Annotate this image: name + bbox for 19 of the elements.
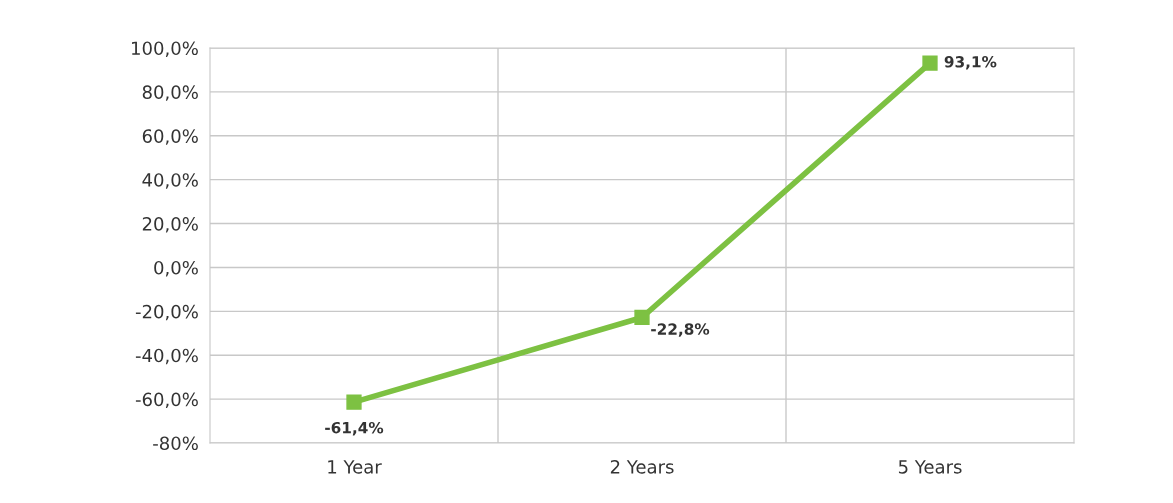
x-tick-label: 5 Years (898, 460, 962, 474)
point (346, 394, 362, 410)
y-tick-label: 0,0% (154, 260, 198, 277)
y-tick-label: -40,0% (135, 348, 198, 365)
data-label: 93,1% (944, 56, 997, 70)
y-tick-label: 100,0% (132, 41, 198, 57)
x-tick-label: 2 Years (610, 459, 674, 474)
y-tick-label: -80% (153, 436, 198, 451)
y-tick-label: 40,0% (142, 173, 198, 189)
y-tick-label: -20,0% (135, 304, 198, 321)
data-label: -61,4% (325, 421, 384, 436)
y-tick-label: 80,0% (142, 85, 198, 101)
point (922, 55, 938, 71)
x-tick-label: 1 Year (328, 460, 382, 474)
point (634, 309, 650, 326)
y-tick-label: 20,0% (142, 217, 198, 233)
y-tick-label: -60,0% (135, 392, 198, 409)
y-tick-label: 60,0% (142, 129, 198, 145)
data-label: -22,8% (651, 323, 710, 337)
